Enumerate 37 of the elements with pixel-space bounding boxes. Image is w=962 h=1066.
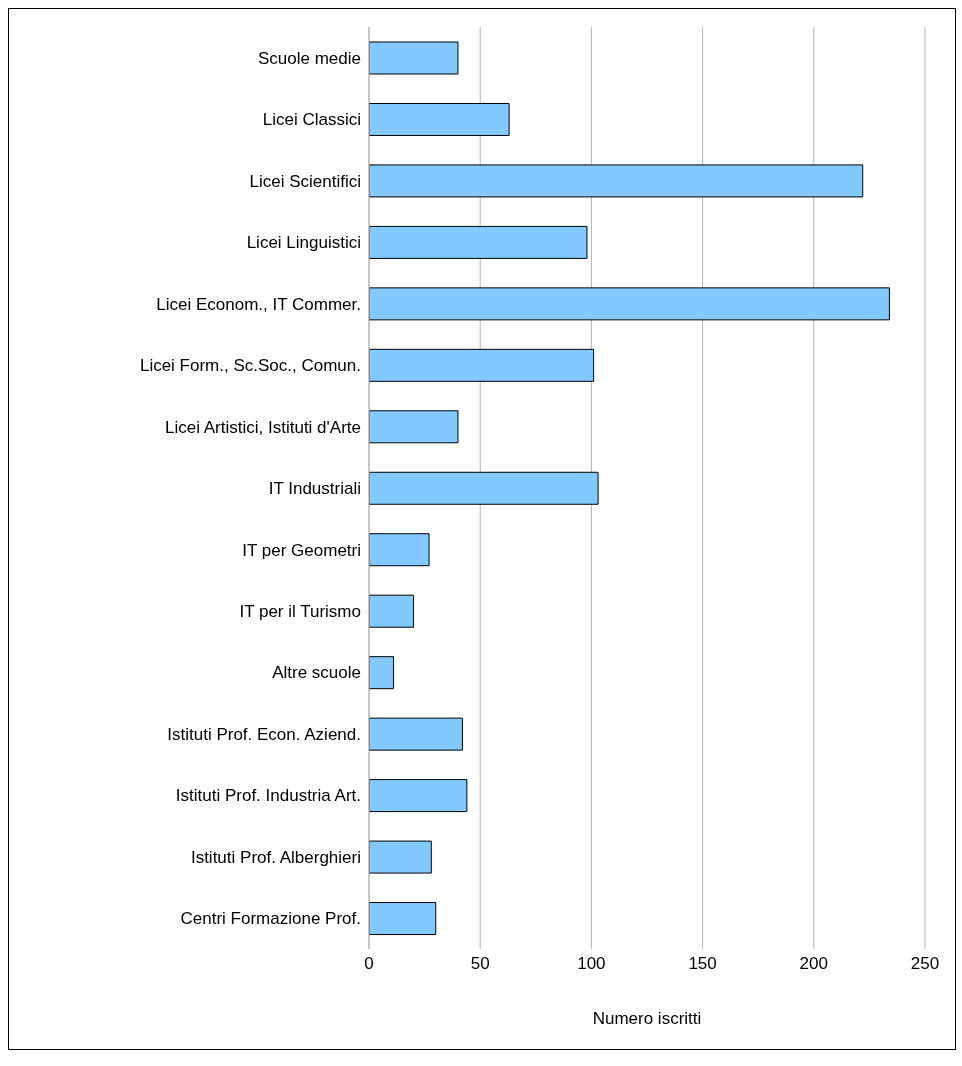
bar — [369, 717, 463, 751]
bar — [369, 102, 510, 136]
bar — [369, 225, 588, 259]
bar — [369, 656, 394, 690]
bar — [369, 471, 599, 505]
y-tick-label: Centri Formazione Prof. — [180, 909, 361, 929]
x-tick-label: 100 — [577, 954, 606, 974]
x-tick-label: 150 — [688, 954, 717, 974]
bar — [369, 533, 430, 567]
y-tick-label: Licei Artistici, Istituti d'Arte — [165, 417, 361, 437]
bar — [369, 840, 432, 874]
bar — [369, 902, 437, 936]
x-axis-title: Numero iscritti — [592, 1009, 702, 1028]
y-tick-label: Altre scuole — [272, 663, 361, 683]
bar — [369, 287, 890, 321]
bar — [369, 41, 459, 75]
y-tick-label: Istituti Prof. Industria Art. — [175, 786, 361, 806]
y-tick-label: IT per il Turismo — [239, 601, 361, 621]
x-tick-label: 50 — [470, 954, 490, 974]
y-tick-label: Istituti Prof. Econ. Aziend. — [167, 724, 361, 744]
x-tick-label: 250 — [910, 954, 940, 974]
y-tick-label: IT per Geometri — [242, 540, 361, 560]
bar — [369, 410, 459, 444]
y-tick-label: Istituti Prof. Alberghieri — [190, 847, 361, 867]
y-tick-label: Licei Form., Sc.Soc., Comun. — [139, 356, 361, 376]
bar — [369, 594, 414, 628]
x-tick-label: 0 — [364, 954, 374, 974]
y-tick-label: Licei Linguistici — [246, 233, 361, 253]
y-tick-label: Licei Econom., IT Commer. — [156, 294, 361, 314]
bar — [369, 779, 468, 813]
y-tick-label: Licei Classici — [262, 110, 361, 130]
bar — [369, 164, 864, 198]
y-tick-label: IT Industriali — [268, 479, 361, 499]
y-tick-label: Licei Scientifici — [249, 171, 361, 191]
bar — [369, 348, 595, 382]
y-tick-label: Scuole medie — [257, 48, 361, 68]
x-tick-label: 200 — [799, 954, 828, 974]
